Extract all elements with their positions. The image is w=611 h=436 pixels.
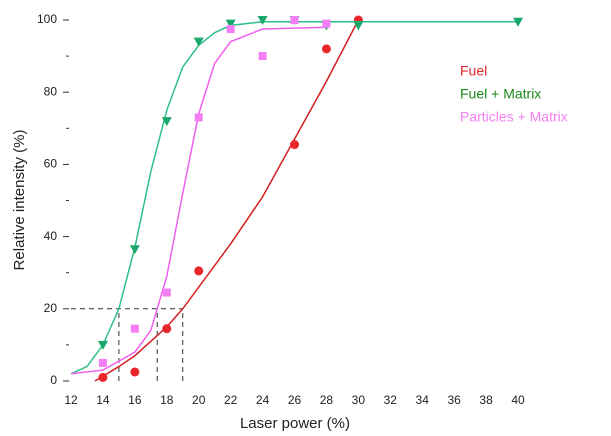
point	[162, 324, 172, 334]
point	[193, 37, 204, 47]
point	[290, 16, 299, 24]
point	[257, 16, 268, 25]
point	[194, 266, 204, 276]
y-tick-label: 20	[44, 301, 58, 315]
x-tick-label: 16	[128, 393, 142, 407]
y-tick-label: 40	[44, 229, 58, 243]
y-axis-title: Relative intensity (%)	[11, 130, 28, 271]
x-tick-label: 30	[352, 393, 366, 407]
x-tick-label: 14	[96, 393, 110, 407]
y-tick-label: 0	[50, 373, 57, 387]
legend-label: Fuel + Matrix	[460, 86, 541, 102]
point	[226, 25, 235, 34]
legend-label: Fuel	[460, 63, 487, 79]
point	[290, 140, 299, 150]
point	[130, 367, 140, 377]
point	[129, 245, 140, 255]
y-tick-label: 80	[44, 84, 58, 98]
point	[258, 52, 267, 61]
y-tick-label: 100	[37, 12, 57, 26]
x-axis-title: Laser power (%)	[240, 415, 350, 432]
point	[321, 44, 331, 54]
x-tick-label: 40	[511, 393, 525, 407]
x-tick-label: 24	[256, 393, 270, 407]
fit-curve	[70, 21, 518, 375]
point	[130, 324, 139, 333]
y-tick-label: 60	[44, 157, 58, 171]
x-tick-label: 32	[384, 393, 398, 407]
point	[161, 117, 172, 127]
legend-label: Particles + Matrix	[460, 109, 568, 125]
x-tick-label: 38	[479, 393, 493, 407]
point	[98, 358, 107, 367]
point	[513, 17, 523, 27]
fit-curve	[70, 26, 327, 375]
point	[353, 21, 364, 31]
x-tick-label: 22	[224, 393, 238, 407]
x-tick-label: 20	[192, 393, 206, 407]
x-tick-label: 34	[416, 393, 430, 407]
point	[194, 113, 203, 122]
fit-curve	[94, 19, 360, 382]
point	[225, 19, 236, 29]
x-tick-label: 12	[64, 393, 78, 407]
point	[162, 288, 171, 297]
x-tick-label: 18	[160, 393, 174, 407]
x-tick-label: 26	[288, 393, 302, 407]
x-tick-label: 28	[320, 393, 334, 407]
point	[97, 340, 108, 350]
x-tick-label: 36	[447, 393, 461, 407]
point	[98, 372, 108, 382]
point	[322, 19, 331, 28]
